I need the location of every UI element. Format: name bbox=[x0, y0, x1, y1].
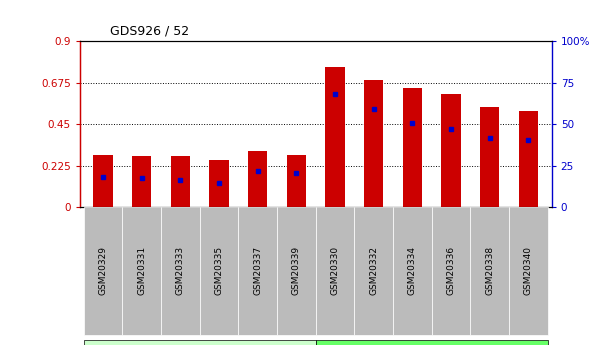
Text: GSM20337: GSM20337 bbox=[253, 246, 262, 295]
Text: GSM20330: GSM20330 bbox=[330, 246, 340, 295]
Bar bbox=[403, 88, 422, 207]
Bar bbox=[132, 156, 151, 207]
Text: GSM20332: GSM20332 bbox=[369, 246, 378, 295]
Text: GSM20334: GSM20334 bbox=[408, 246, 417, 295]
Text: GSM20333: GSM20333 bbox=[176, 246, 185, 295]
Bar bbox=[209, 160, 229, 207]
Bar bbox=[441, 94, 461, 207]
Bar bbox=[93, 155, 113, 207]
Text: GSM20339: GSM20339 bbox=[292, 246, 301, 295]
Text: GSM20336: GSM20336 bbox=[447, 246, 455, 295]
Bar bbox=[170, 156, 190, 207]
Text: GSM20329: GSM20329 bbox=[99, 246, 107, 295]
Bar bbox=[519, 111, 538, 207]
Bar bbox=[480, 107, 500, 207]
Bar bbox=[364, 80, 383, 207]
Text: GSM20340: GSM20340 bbox=[524, 246, 533, 295]
Bar bbox=[326, 67, 345, 207]
Text: GSM20331: GSM20331 bbox=[137, 246, 146, 295]
Text: GDS926 / 52: GDS926 / 52 bbox=[110, 25, 189, 38]
Text: GSM20335: GSM20335 bbox=[215, 246, 224, 295]
Text: GSM20338: GSM20338 bbox=[485, 246, 494, 295]
Bar bbox=[248, 151, 267, 207]
Bar bbox=[287, 155, 306, 207]
